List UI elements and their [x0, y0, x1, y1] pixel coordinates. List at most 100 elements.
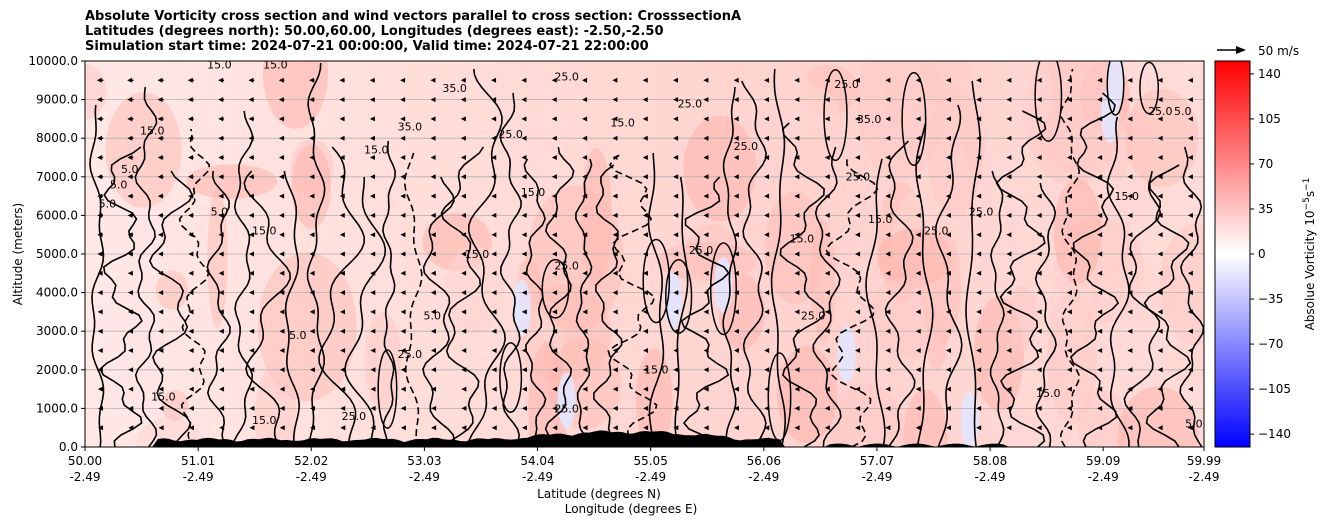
wind-vector-head	[339, 212, 345, 218]
wind-vector-head	[612, 116, 618, 122]
wind-vector-head	[309, 290, 315, 296]
contour-line	[89, 104, 105, 447]
wind-vector-head	[157, 232, 163, 238]
wind-vector-head	[612, 270, 618, 276]
y-tick-label: 8000.0	[36, 131, 78, 145]
wind-vector-head	[794, 328, 800, 334]
wind-vector-head	[976, 232, 982, 238]
wind-vector-head	[218, 193, 224, 199]
wind-vector-head	[279, 367, 285, 373]
wind-vector-head	[1157, 348, 1163, 353]
y-tick-label: 3000.0	[36, 324, 78, 338]
wind-vector-head	[1127, 270, 1133, 276]
wind-vector-head	[794, 290, 800, 296]
wind-vector-head	[824, 348, 830, 353]
wind-vector-head	[521, 251, 527, 257]
wind-vector-head	[642, 116, 648, 122]
wind-vector-head	[552, 270, 558, 276]
wind-vector-head	[1066, 367, 1072, 373]
wind-vector-head	[127, 174, 133, 180]
x-tick-label-lon: -2.49	[635, 470, 666, 484]
wind-vector-head	[128, 386, 134, 392]
contour-line	[523, 158, 547, 447]
wind-vector-head	[339, 77, 345, 83]
wind-vector-head	[521, 405, 527, 411]
wind-vector-head	[673, 97, 679, 103]
wind-vector-head	[1006, 309, 1012, 315]
wind-vector-head	[278, 77, 284, 83]
wind-vector-head	[794, 251, 800, 257]
wind-vector-head	[824, 251, 830, 257]
contour-label: 15.0	[364, 144, 389, 157]
wind-vector-head	[248, 155, 254, 160]
wind-vector-head	[673, 328, 679, 334]
wind-vector-head	[249, 348, 255, 353]
x-axis: 50.00 -2.49 51.01 -2.49 52.02 -2.49 53.03 -2.49…	[68, 447, 1221, 484]
wind-vector-head	[370, 367, 376, 373]
wind-vector-head	[400, 270, 406, 276]
wind-vector-head	[1066, 232, 1072, 238]
wind-vector-head	[1187, 309, 1193, 315]
wind-vector-head	[642, 135, 648, 141]
negative-vorticity-patch	[837, 326, 856, 383]
wind-vector-head	[491, 193, 497, 199]
wind-vector-head	[552, 328, 558, 334]
wind-vector-head	[127, 193, 133, 199]
wind-vector-head	[127, 77, 133, 83]
wind-vector-head	[1097, 232, 1103, 238]
wind-vector-head	[279, 251, 285, 257]
wind-vector-head	[1097, 193, 1103, 199]
wind-vector-head	[551, 116, 557, 122]
wind-vector-head	[885, 405, 891, 411]
wind-vector-head	[794, 212, 800, 218]
wind-vector-head	[309, 328, 315, 334]
wind-vector-head	[460, 135, 466, 141]
contour-line	[575, 158, 593, 447]
wind-vector-head	[915, 270, 921, 276]
wind-vector-head	[461, 386, 467, 392]
contour-label: 25.0	[1148, 105, 1173, 118]
wind-vector-head	[794, 116, 800, 122]
x-tick-label-lon: -2.49	[1088, 470, 1119, 484]
wind-vector-head	[309, 193, 315, 199]
wind-vector-head	[158, 348, 164, 353]
title-line-2: Latitudes (degrees north): 50.00,60.00, …	[85, 24, 664, 39]
wind-vector-head	[1157, 367, 1163, 373]
wind-vector-head	[339, 116, 345, 122]
wind-vector-head	[673, 270, 679, 276]
wind-vector-head	[703, 251, 709, 257]
contour-line	[674, 176, 689, 447]
wind-vector-head	[158, 309, 164, 315]
wind-vector-head	[218, 155, 224, 160]
wind-vector-head	[915, 309, 921, 315]
wind-vector-head	[885, 77, 891, 83]
colorbar-tick-label: 70	[1258, 157, 1273, 171]
wind-vector-head	[673, 290, 679, 296]
wind-vector-head	[1157, 135, 1163, 141]
wind-vector-head	[612, 174, 618, 180]
wind-vector-head	[642, 174, 648, 180]
wind-vector-head	[885, 212, 891, 218]
wind-vector-head	[915, 232, 921, 238]
wind-vector-head	[339, 174, 345, 180]
wind-vector-head	[248, 135, 254, 141]
wind-vector-head	[915, 193, 921, 199]
vorticity-patch	[1053, 179, 1102, 284]
wind-vector-head	[339, 135, 345, 141]
wind-vector-head	[794, 155, 800, 160]
wind-vector-head	[673, 405, 679, 411]
wind-vector-head	[1187, 155, 1193, 160]
wind-vector-head	[1187, 174, 1193, 180]
wind-vector-head	[764, 348, 770, 353]
wind-vector-head	[188, 309, 194, 315]
wind-vector-head	[1066, 270, 1072, 276]
wind-vector-head	[279, 425, 285, 431]
wind-vector-head	[764, 212, 770, 218]
wind-vector-head	[158, 405, 164, 411]
wind-vector-head	[218, 348, 224, 353]
wind-vector-head	[1157, 270, 1163, 276]
wind-vector-head	[1036, 174, 1042, 180]
wind-vector-head	[582, 212, 588, 218]
wind-vector-head	[612, 348, 618, 353]
contour-line	[178, 128, 211, 447]
